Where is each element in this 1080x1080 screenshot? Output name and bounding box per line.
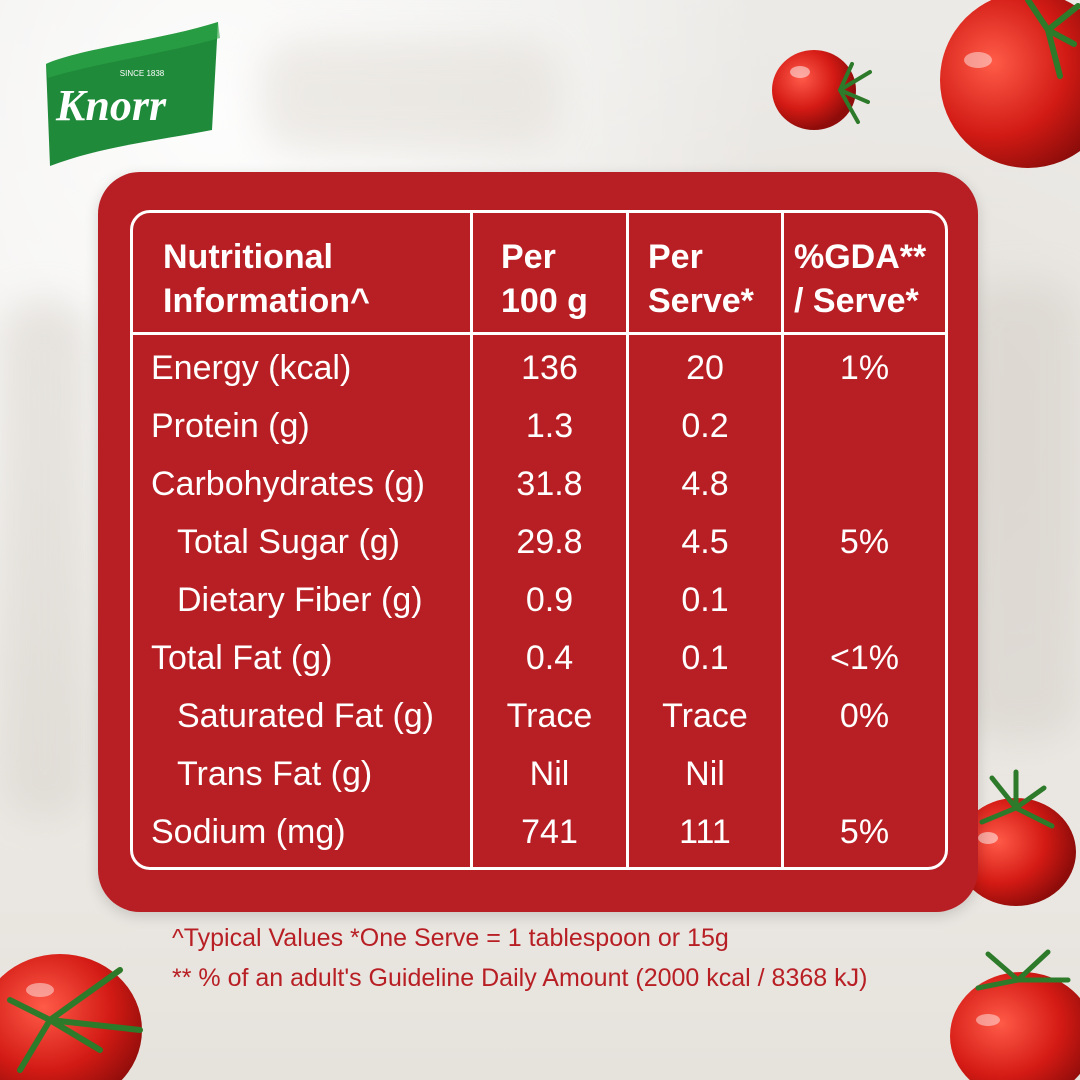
value-per-serve: 0.1 <box>681 581 729 619</box>
row-label: Dietary Fiber (g) <box>177 581 423 619</box>
column-divider <box>781 213 784 867</box>
table-row: Sodium (mg) 741 111 5% <box>133 803 945 861</box>
value-per-100g: Trace <box>506 697 593 735</box>
nutrition-table: Nutritional Information^ Per 100 g Per S… <box>130 210 948 870</box>
tomato-image <box>0 954 143 1080</box>
value-per-100g: 0.4 <box>525 639 574 677</box>
footnote-typical-values: ^Typical Values *One Serve = 1 tablespoo… <box>172 924 729 952</box>
background-shape <box>260 40 560 150</box>
value-gda <box>784 571 945 629</box>
column-divider <box>470 213 473 867</box>
value-per-serve: 4.8 <box>681 465 729 503</box>
row-label: Energy (kcal) <box>151 349 352 387</box>
value-per-serve: 0.1 <box>681 639 729 677</box>
value-gda <box>784 397 945 455</box>
header-divider <box>133 332 945 335</box>
nutrition-card <box>98 172 978 912</box>
value-per-100g: 741 <box>521 813 578 851</box>
value-per-serve: 111 <box>679 813 731 851</box>
background-shape <box>0 300 90 820</box>
tomato-image <box>940 0 1080 168</box>
table-row: Trans Fat (g) Nil Nil <box>133 745 945 803</box>
header-nutritional-information: Nutritional Information^ <box>163 238 370 320</box>
value-gda: 5% <box>839 813 890 851</box>
tomato-image <box>950 949 1080 1080</box>
table-row: Total Fat (g) 0.4 0.1 <1% <box>133 629 945 687</box>
value-per-serve: Trace <box>662 697 748 735</box>
row-label: Total Sugar (g) <box>177 523 400 561</box>
value-per-100g: 136 <box>521 349 578 387</box>
table-row: Dietary Fiber (g) 0.9 0.1 <box>133 571 945 629</box>
value-per-100g: 31.8 <box>516 465 583 503</box>
svg-text:Knorr: Knorr <box>55 81 167 130</box>
header-per-100g: Per 100 g <box>501 238 588 320</box>
value-per-100g: Nil <box>529 755 570 793</box>
background-shape <box>960 280 1080 740</box>
tomato-image <box>772 50 872 130</box>
header-gda-per-serve: %GDA** / Serve* <box>794 238 927 320</box>
value-gda: <1% <box>830 639 899 677</box>
row-label: Protein (g) <box>151 407 310 445</box>
tomato-image <box>956 769 1076 906</box>
header-per-serve: Per Serve* <box>648 238 754 320</box>
value-gda <box>784 745 945 803</box>
table-row: Saturated Fat (g) Trace Trace 0% <box>133 687 945 745</box>
row-label: Sodium (mg) <box>151 813 346 851</box>
value-per-serve: 4.5 <box>681 523 729 561</box>
value-per-serve: Nil <box>685 755 725 793</box>
svg-text:SINCE 1838: SINCE 1838 <box>120 69 165 78</box>
row-label: Carbohydrates (g) <box>151 465 426 503</box>
table-row: Protein (g) 1.3 0.2 <box>133 397 945 455</box>
row-label: Trans Fat (g) <box>177 755 373 793</box>
value-per-100g: 29.8 <box>516 523 583 561</box>
value-gda <box>784 455 945 513</box>
value-per-100g: 1.3 <box>525 407 574 445</box>
table-row: Energy (kcal) 136 20 1% <box>133 339 945 397</box>
row-label: Total Fat (g) <box>151 639 333 677</box>
row-label: Saturated Fat (g) <box>177 697 435 735</box>
table-row: Carbohydrates (g) 31.8 4.8 <box>133 455 945 513</box>
value-per-serve: 0.2 <box>681 407 729 445</box>
value-gda: 5% <box>839 523 890 561</box>
value-gda: 1% <box>839 349 890 387</box>
value-gda: 0% <box>839 697 890 735</box>
footnote-gda-definition: ** % of an adult's Guideline Daily Amoun… <box>172 964 868 992</box>
value-per-serve: 20 <box>686 349 724 387</box>
value-per-100g: 0.9 <box>525 581 574 619</box>
knorr-logo: SINCE 1838 Knorr <box>46 22 220 166</box>
column-divider <box>626 213 629 867</box>
table-row: Total Sugar (g) 29.8 4.5 5% <box>133 513 945 571</box>
